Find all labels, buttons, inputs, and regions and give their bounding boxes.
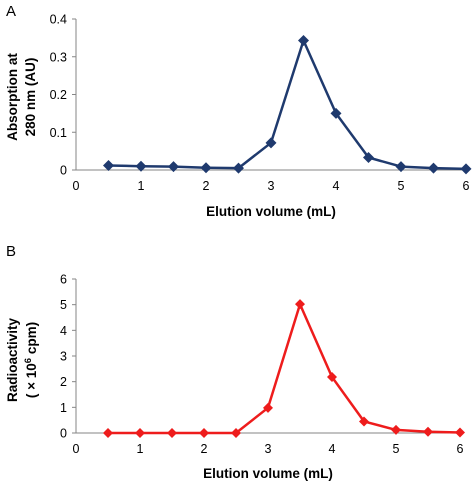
- panel-b-markers: [103, 299, 465, 438]
- panel-a-x-tick-label: 1: [138, 179, 145, 193]
- panel-b-x-tick-label: 4: [329, 442, 336, 456]
- panel-b-y-tick-label: 6: [60, 273, 67, 287]
- panel-b-data-point: [263, 402, 273, 413]
- panel-b-y-axis-label-prefix: ( × 10: [24, 363, 39, 398]
- panel-b-data-point: [391, 424, 401, 435]
- panel-b-data-point: [455, 427, 465, 438]
- panel-b-chart: B 0 1 2 3 4 5 6 0 1 2 3 4 5 6 Elution volume (mL) Ra…: [5, 243, 465, 481]
- panel-b-x-tick-label: 6: [457, 442, 464, 456]
- panel-a-y-tick-label: 0.1: [50, 126, 67, 140]
- panel-a-x-tick-label: 2: [203, 179, 210, 193]
- panel-a-x-tick-label: 3: [268, 179, 275, 193]
- panel-b-x-tick-label: 3: [265, 442, 272, 456]
- panel-a-data-point: [265, 137, 277, 149]
- panel-a-y-tick-label: 0.4: [50, 13, 67, 27]
- panel-a-data-point: [428, 162, 439, 174]
- panel-a-y-tick-label: 0.2: [50, 88, 67, 102]
- panel-a-x-axis-label: Elution volume (mL): [206, 204, 336, 219]
- panel-b-y-axis-label-line1: Radioactivity: [5, 317, 20, 402]
- panel-a-y-tick-label: 0: [60, 164, 67, 178]
- panel-a-data-point: [330, 107, 342, 119]
- panel-a-x-tick-label: 6: [463, 179, 470, 193]
- panel-b-y-axis-label-line2: ( × 106 cpm): [23, 322, 39, 398]
- panel-a-chart: A 0 0.1 0.2 0.3 0.4 0 1 2 3 4 5 6 Elution volume (…: [5, 3, 472, 219]
- panel-b-data-point: [295, 299, 305, 310]
- panel-a-y-axis-label-line1: Absorption at: [5, 53, 20, 141]
- panel-a-x-ticks: 0 1 2 3 4 5 6: [73, 179, 470, 193]
- panel-a-data-point: [395, 161, 407, 173]
- panel-a-x-tick-label: 0: [73, 179, 80, 193]
- panel-b-x-ticks: 0 1 2 3 4 5 6: [73, 442, 464, 456]
- panel-a-data-point: [135, 160, 147, 172]
- panel-a-y-axis-label-line2: 280 nm (AU): [23, 58, 38, 137]
- panel-b-data-point: [103, 428, 113, 438]
- panel-b-label: B: [6, 243, 16, 260]
- panel-b-y-tick-label: 3: [60, 350, 67, 364]
- panel-b-y-tick-label: 2: [60, 375, 67, 389]
- panel-b-y-tick-label: 5: [60, 298, 67, 312]
- panel-a-data-point: [363, 152, 374, 164]
- panel-b-data-point: [359, 416, 369, 427]
- panel-b-y-axis-label-superscript: 6: [23, 358, 34, 363]
- panel-a-x-tick-label: 4: [333, 179, 340, 193]
- panel-a-label: A: [6, 3, 16, 20]
- panel-b-data-point: [231, 428, 241, 438]
- panel-a-data-point: [233, 162, 244, 174]
- panel-a-data-point: [168, 161, 179, 173]
- panel-a-data-point: [298, 35, 309, 47]
- panel-b-x-tick-label: 1: [137, 442, 144, 456]
- panel-b-data-point: [199, 428, 209, 438]
- panel-b-y-ticks: 0 1 2 3 4 5 6: [60, 273, 76, 441]
- panel-b-data-point: [327, 372, 337, 383]
- panel-a-x-tick-label: 5: [398, 179, 405, 193]
- panel-b-x-tick-label: 0: [73, 442, 80, 456]
- panel-b-series-line: [108, 302, 461, 435]
- panel-a-data-point: [103, 159, 114, 171]
- panel-b-data-point: [423, 426, 433, 437]
- panel-b-y-axis-label-suffix: cpm): [24, 322, 39, 358]
- panel-b-data-point: [167, 428, 177, 438]
- panel-a-data-point: [460, 163, 472, 175]
- panel-a-series-line: [108, 39, 467, 171]
- panel-b-x-tick-label: 2: [201, 442, 208, 456]
- panel-a-markers: [103, 35, 472, 175]
- panel-b-data-point: [135, 428, 145, 438]
- panel-a-y-tick-label: 0.3: [50, 50, 67, 64]
- panel-a-data-point: [200, 162, 212, 174]
- panel-b-y-tick-label: 1: [60, 401, 67, 415]
- panel-b-y-tick-label: 4: [60, 324, 67, 338]
- panel-b-y-tick-label: 0: [60, 427, 67, 441]
- panel-b-x-tick-label: 5: [393, 442, 400, 456]
- panel-b-x-axis-label: Elution volume (mL): [203, 466, 333, 481]
- panel-a-y-ticks: 0 0.1 0.2 0.3 0.4: [50, 13, 76, 178]
